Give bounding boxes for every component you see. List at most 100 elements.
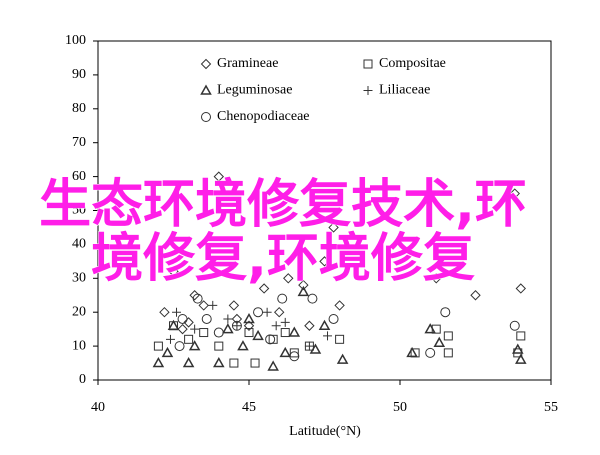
legend-label: Chenopodiaceae — [217, 109, 310, 124]
point — [336, 353, 349, 364]
point — [280, 317, 290, 327]
point — [182, 357, 195, 368]
point — [273, 306, 285, 318]
point — [328, 313, 339, 324]
point — [253, 307, 264, 318]
y-tick-label: 60 — [72, 169, 86, 184]
point — [192, 293, 203, 304]
x-tick-label: 45 — [242, 400, 256, 415]
point — [188, 340, 201, 351]
x-tick-label: 40 — [91, 400, 105, 415]
y-tick-label: 0 — [79, 372, 86, 387]
point — [509, 188, 520, 199]
point — [516, 331, 526, 341]
point — [509, 320, 520, 331]
x-tick-label: 55 — [544, 400, 558, 415]
point — [201, 313, 212, 324]
point — [258, 283, 270, 294]
point — [298, 279, 309, 291]
point — [319, 256, 330, 267]
y-tick-label: 30 — [72, 271, 86, 286]
point — [231, 320, 242, 331]
point — [268, 334, 278, 344]
point — [262, 307, 272, 317]
y-tick-label: 70 — [72, 135, 86, 150]
y-tick-label: 10 — [72, 338, 86, 353]
point — [425, 347, 436, 358]
point — [318, 319, 331, 331]
point — [309, 343, 322, 354]
legend-marker — [200, 58, 212, 70]
point — [152, 357, 165, 368]
point — [250, 358, 260, 368]
legend-marker — [201, 112, 211, 122]
point — [328, 222, 339, 233]
point — [252, 329, 264, 341]
point — [271, 321, 281, 331]
point — [443, 348, 453, 358]
point — [198, 300, 209, 311]
legend-marker — [363, 59, 373, 69]
point — [174, 341, 185, 352]
y-tick-label: 80 — [72, 101, 86, 116]
point — [297, 285, 310, 297]
point — [213, 171, 225, 182]
point — [214, 341, 224, 351]
point — [153, 341, 163, 351]
point — [440, 307, 451, 318]
point — [515, 353, 527, 364]
legend-label: Leguminosae — [217, 83, 292, 98]
point — [307, 293, 318, 304]
point — [424, 323, 436, 334]
point — [172, 307, 182, 317]
overlay-text: 境修复,环境修复 — [91, 229, 475, 289]
point — [323, 331, 333, 341]
point — [511, 343, 524, 354]
point — [304, 341, 314, 351]
point — [433, 336, 446, 347]
point — [289, 351, 300, 362]
point — [280, 328, 290, 338]
y-tick-label: 100 — [65, 33, 86, 48]
point — [232, 321, 242, 331]
point — [199, 328, 209, 338]
point — [277, 293, 288, 304]
point — [177, 323, 188, 335]
point — [406, 346, 418, 358]
point — [443, 331, 453, 341]
point — [165, 334, 175, 344]
point — [265, 334, 276, 345]
y-tick-label: 90 — [72, 67, 86, 82]
legend-label: Compositae — [379, 56, 446, 71]
overlay-text: 生态环境修复技术,环 — [39, 175, 527, 235]
legend-label: Liliaceae — [379, 83, 430, 98]
point — [190, 324, 200, 334]
point — [431, 273, 442, 284]
point — [288, 326, 301, 337]
point — [159, 306, 170, 318]
point — [470, 290, 481, 301]
point — [208, 300, 218, 310]
point — [237, 340, 249, 351]
point — [213, 327, 224, 338]
point — [335, 334, 345, 344]
point — [177, 313, 188, 324]
legend-marker — [200, 84, 212, 95]
y-tick-label: 20 — [72, 304, 86, 319]
point — [168, 266, 179, 277]
legend-label: Gramineae — [217, 56, 278, 71]
point — [228, 300, 240, 311]
y-tick-label: 40 — [72, 237, 86, 252]
point — [267, 360, 279, 371]
point — [222, 323, 234, 334]
x-tick-label: 50 — [393, 400, 407, 415]
point — [243, 312, 255, 324]
point — [229, 358, 239, 368]
point — [213, 357, 225, 368]
point — [283, 273, 294, 284]
point — [279, 346, 292, 358]
point — [161, 346, 174, 358]
point — [167, 319, 180, 331]
y-tick-label: 50 — [72, 203, 86, 218]
point — [244, 328, 254, 338]
